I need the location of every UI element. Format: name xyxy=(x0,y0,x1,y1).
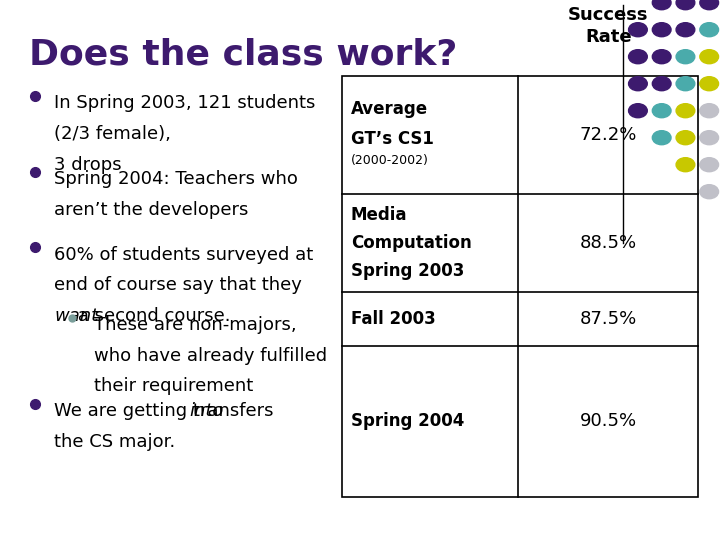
Circle shape xyxy=(652,0,671,10)
Circle shape xyxy=(676,0,695,10)
Circle shape xyxy=(652,23,671,37)
Text: 90.5%: 90.5% xyxy=(580,412,637,430)
Text: Computation: Computation xyxy=(351,234,472,252)
Text: end of course say that they: end of course say that they xyxy=(54,276,302,294)
Text: Spring 2004: Spring 2004 xyxy=(351,412,464,430)
Text: Success
Rate: Success Rate xyxy=(568,6,649,46)
Circle shape xyxy=(629,50,647,64)
Circle shape xyxy=(700,50,719,64)
Text: want: want xyxy=(54,307,98,325)
Text: 72.2%: 72.2% xyxy=(580,126,637,144)
Circle shape xyxy=(652,131,671,145)
Circle shape xyxy=(629,23,647,37)
Text: Media: Media xyxy=(351,206,407,224)
Circle shape xyxy=(700,23,719,37)
Text: aren’t the developers: aren’t the developers xyxy=(54,201,248,219)
Circle shape xyxy=(652,77,671,91)
Text: who have already fulfilled: who have already fulfilled xyxy=(94,347,327,364)
Circle shape xyxy=(700,77,719,91)
Circle shape xyxy=(700,185,719,199)
Text: their requirement: their requirement xyxy=(94,377,253,395)
Text: 3 drops: 3 drops xyxy=(54,156,122,174)
Text: Does the class work?: Does the class work? xyxy=(29,38,457,72)
Circle shape xyxy=(676,23,695,37)
Text: We are getting transfers: We are getting transfers xyxy=(54,402,279,420)
Text: These are non-majors,: These are non-majors, xyxy=(94,316,296,334)
Circle shape xyxy=(676,131,695,145)
Circle shape xyxy=(652,104,671,118)
Text: Spring 2004: Teachers who: Spring 2004: Teachers who xyxy=(54,170,298,188)
Circle shape xyxy=(700,104,719,118)
Circle shape xyxy=(652,50,671,64)
Text: into: into xyxy=(189,402,223,420)
Text: a second course.: a second course. xyxy=(72,307,230,325)
Text: (2000-2002): (2000-2002) xyxy=(351,154,428,167)
Circle shape xyxy=(700,131,719,145)
Circle shape xyxy=(676,158,695,172)
Text: the CS major.: the CS major. xyxy=(54,433,175,451)
Circle shape xyxy=(676,77,695,91)
Circle shape xyxy=(676,50,695,64)
Text: Average: Average xyxy=(351,100,428,118)
Bar xyxy=(342,76,698,497)
Text: 60% of students surveyed at: 60% of students surveyed at xyxy=(54,246,313,264)
Circle shape xyxy=(629,77,647,91)
Circle shape xyxy=(629,104,647,118)
Text: In Spring 2003, 121 students: In Spring 2003, 121 students xyxy=(54,94,315,112)
Text: Spring 2003: Spring 2003 xyxy=(351,262,464,280)
Circle shape xyxy=(700,0,719,10)
Text: Fall 2003: Fall 2003 xyxy=(351,309,436,328)
Text: GT’s CS1: GT’s CS1 xyxy=(351,130,433,148)
Text: 87.5%: 87.5% xyxy=(580,309,637,328)
Circle shape xyxy=(676,104,695,118)
Text: (2/3 female),: (2/3 female), xyxy=(54,125,171,143)
Circle shape xyxy=(700,158,719,172)
Text: 88.5%: 88.5% xyxy=(580,234,637,252)
